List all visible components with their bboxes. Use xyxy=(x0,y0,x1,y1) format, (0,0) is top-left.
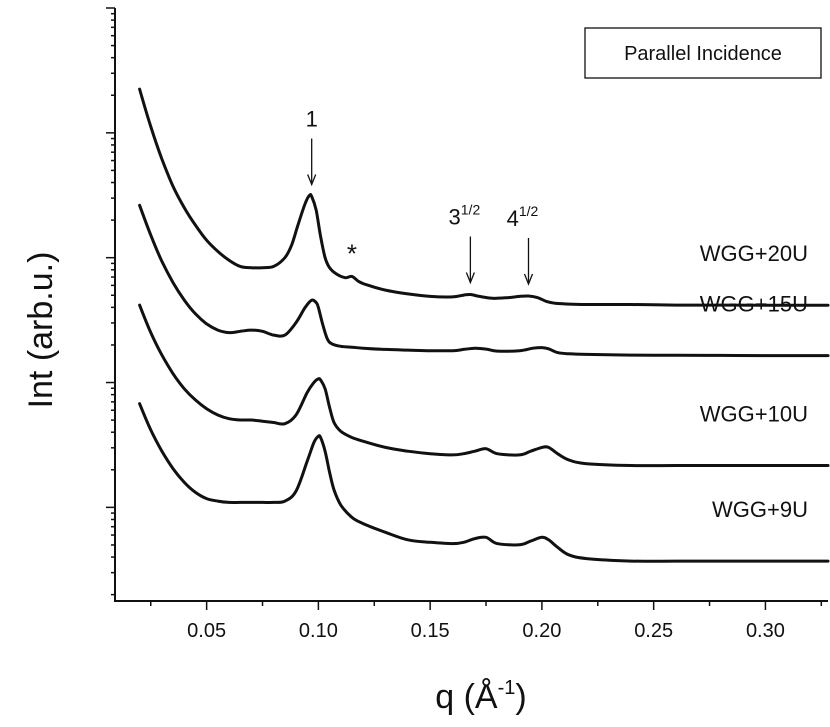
x-tick-label: 0.20 xyxy=(522,620,561,642)
x-tick-label: 0.15 xyxy=(411,620,450,642)
legend-frame xyxy=(584,27,822,79)
annotation-label: 41/2 xyxy=(507,203,539,231)
series-label: WGG+15U xyxy=(700,291,808,316)
annotation-label: * xyxy=(347,238,357,268)
series-label: WGG+10U xyxy=(700,402,808,427)
series-line-wgg-20u xyxy=(138,87,830,307)
x-axis-title-close: ) xyxy=(515,678,526,716)
x-axis-title-main: q (Å xyxy=(435,678,498,716)
x-tick-label: 0.05 xyxy=(187,620,226,642)
legend-text: Parallel Incidence xyxy=(624,43,782,65)
x-tick-label: 0.10 xyxy=(299,620,338,642)
series-line-wgg-10u xyxy=(138,303,830,468)
axis-frame xyxy=(114,8,828,602)
annotation-arrowhead xyxy=(465,272,475,285)
x-axis-title-superscript: -1 xyxy=(498,677,516,699)
annotation-arrowhead xyxy=(523,273,534,286)
annotation-label: 1 xyxy=(306,107,318,132)
series-labels: WGG+20U WGG+15U WGG+10U WGG+9U xyxy=(700,241,808,522)
series-lines xyxy=(138,87,830,563)
x-tick-label: 0.30 xyxy=(746,620,785,642)
series-label: WGG+9U xyxy=(712,497,808,522)
series-label: WGG+20U xyxy=(700,241,808,266)
axes xyxy=(114,8,828,602)
annotations: 1 * 31/2 41/2 xyxy=(306,107,539,286)
annotation-label: 31/2 xyxy=(449,202,481,230)
x-tick-label: 0.25 xyxy=(634,620,673,642)
y-axis-title: Int (arb.u.) xyxy=(22,252,60,409)
ticks: 0.05 0.10 0.15 0.20 0.25 0.30 xyxy=(106,7,823,642)
series-line-wgg-9u xyxy=(138,402,830,563)
series-line-wgg-15u xyxy=(138,203,830,358)
annotation-arrowhead xyxy=(307,174,317,187)
x-axis-title: q (Å-1) xyxy=(435,677,526,716)
legend-box: Parallel Incidence xyxy=(584,27,822,79)
